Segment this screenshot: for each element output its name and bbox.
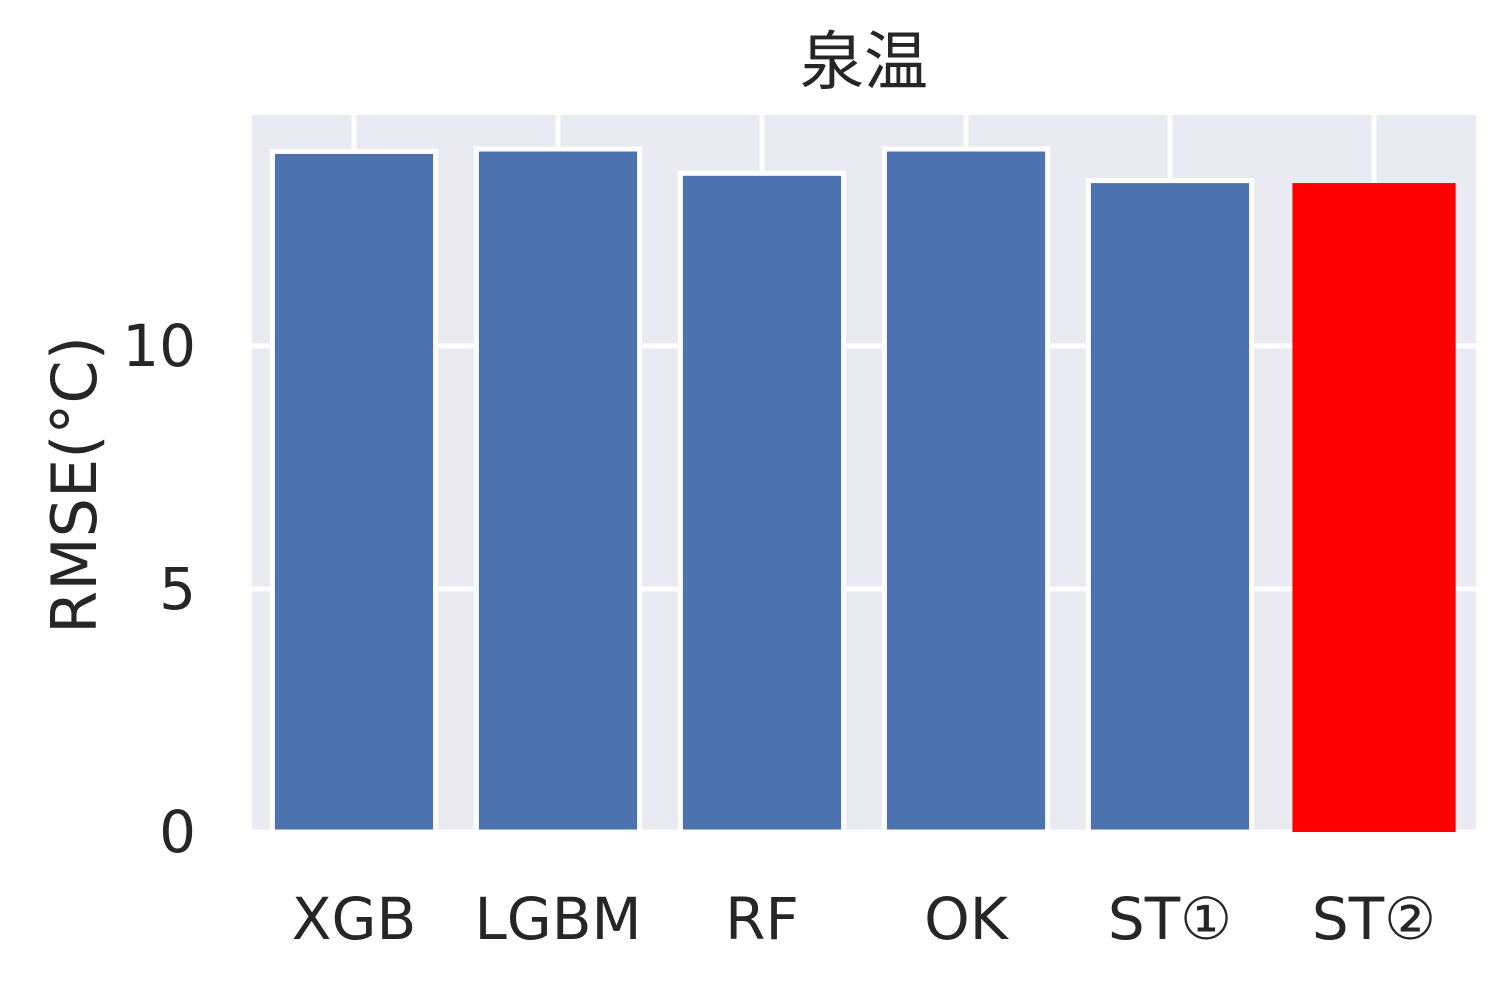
bar-ok — [881, 146, 1051, 835]
bar-lgbm — [473, 146, 643, 835]
x-tick-label-1: LGBM — [474, 885, 641, 953]
x-tick-labels: XGB LGBM RF OK ST① ST② — [292, 885, 1436, 953]
x-tick-label-3: OK — [924, 885, 1010, 953]
bar-st② — [1292, 183, 1456, 833]
bar-st① — [1085, 178, 1255, 835]
y-tick-labels: 0 5 10 — [122, 312, 196, 866]
plot-area — [252, 115, 1476, 832]
x-tick-label-2: RF — [725, 885, 799, 953]
bar-xgb — [269, 148, 439, 835]
y-tick-label-2: 10 — [122, 312, 196, 380]
y-axis-label: RMSE(°C) — [38, 336, 111, 634]
x-tick-label-4: ST① — [1108, 885, 1232, 953]
x-tick-label-0: XGB — [292, 885, 416, 953]
chart-title: 泉温 — [800, 26, 928, 100]
bars — [269, 146, 1456, 835]
y-tick-label-1: 5 — [159, 555, 196, 623]
x-tick-label-5: ST② — [1312, 885, 1436, 953]
y-tick-label-0: 0 — [159, 798, 196, 866]
bar-rf — [677, 170, 847, 835]
